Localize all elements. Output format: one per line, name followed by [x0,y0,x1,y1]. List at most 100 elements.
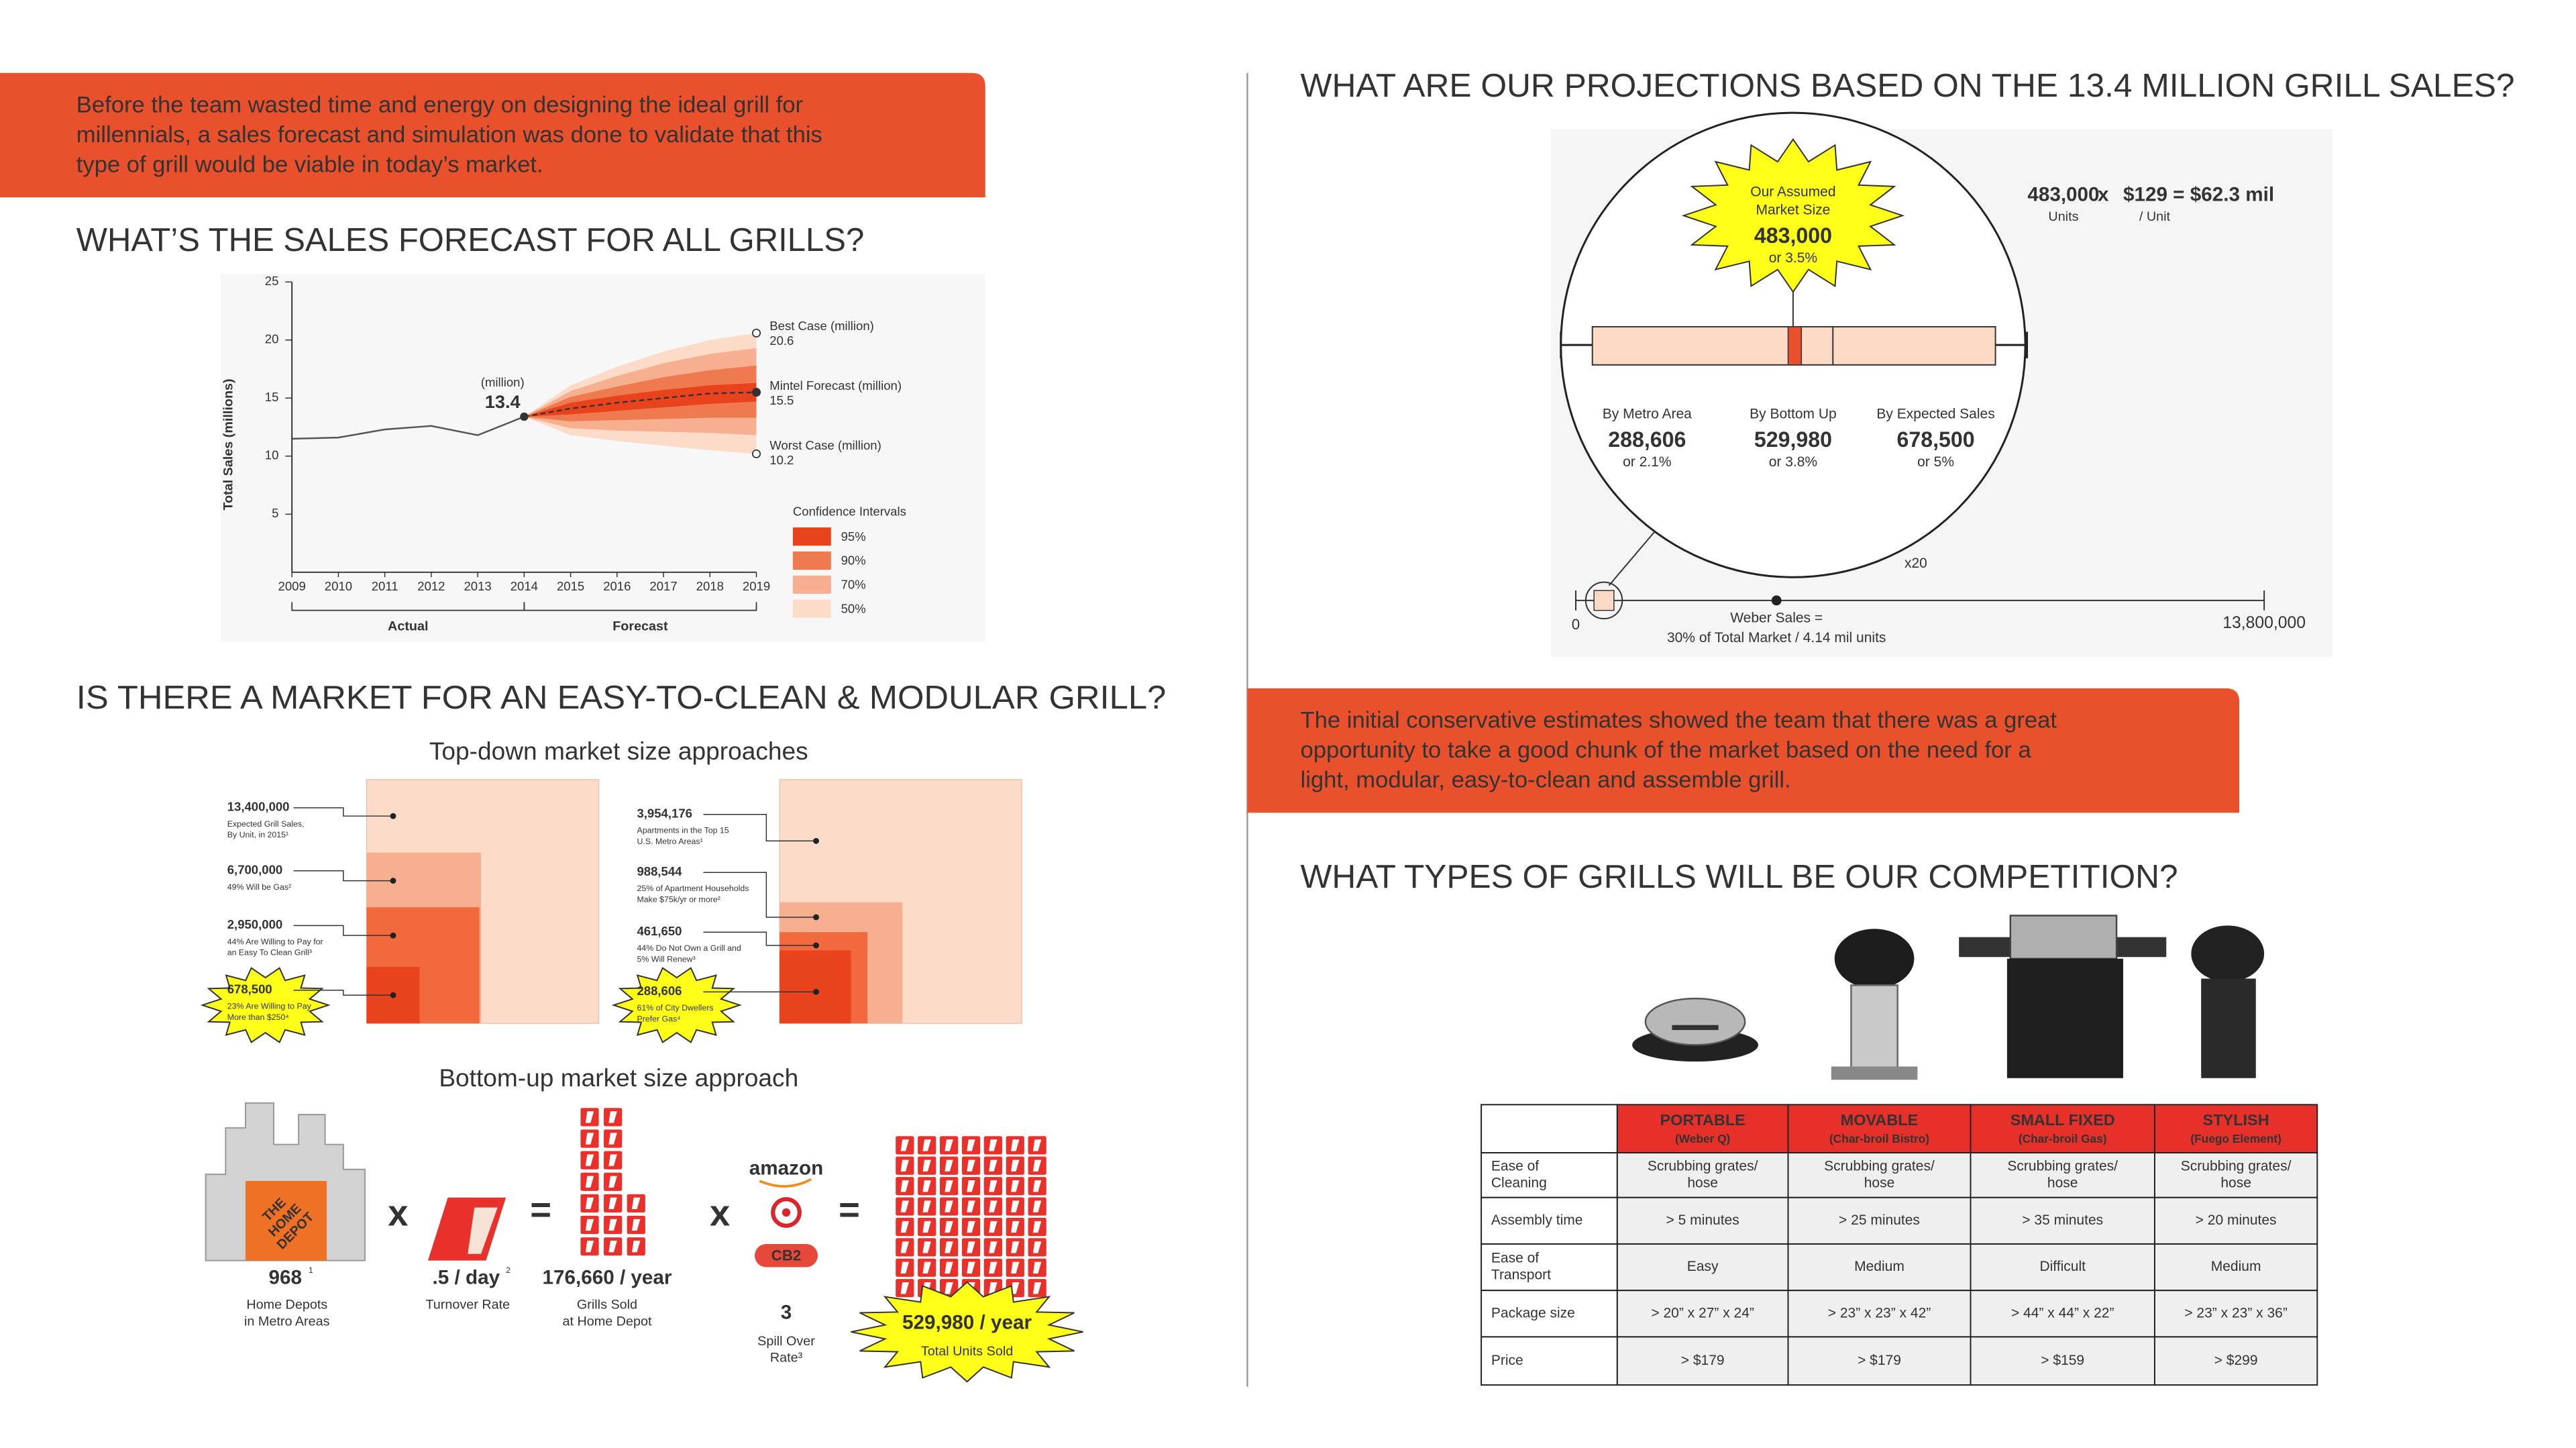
market-value: 988,544 [637,864,682,878]
bottom-up-value: .5 / day [433,1267,500,1289]
weber-label: Weber Sales = [1730,611,1823,626]
table-header-subtext: (Char-broil Gas) [2019,1132,2107,1145]
y-tick-label: 5 [272,506,278,520]
connector [703,813,816,842]
table-row-label: Transport [1491,1267,1551,1282]
table-cell-text: Scrubbing grates/ [1648,1159,1758,1174]
connector [293,990,394,996]
grill-icon-mark [945,1159,953,1172]
market-note: 44% Are Willing to Pay for [227,937,323,946]
grill-icon-mark [967,1159,975,1172]
bottom-up-label: Grills Sold [577,1298,637,1312]
market-note: By Unit, in 2015¹ [227,830,288,839]
table-row-label-cell [1481,1336,1618,1386]
estimate-value: 678,500 [1896,427,1974,452]
market-note: U.S. Metro Areas¹ [637,837,702,846]
callout-text: millennials, a sales forecast and simula… [76,122,822,148]
annotation: Best Case (million) [769,319,874,333]
table-cell-text: Easy [1687,1259,1719,1274]
series-line [524,391,757,418]
table-cell-text: > $179 [1681,1353,1725,1368]
market-value: 288,606 [637,984,682,998]
grill-icon-mark [585,1111,594,1123]
connector-dot [813,914,819,921]
legend-label: 70% [841,577,866,591]
table-header-text: MOVABLE [1841,1111,1919,1129]
bottom-up-label: at Home Depot [563,1314,652,1329]
market-note: More than $250⁴ [227,1013,289,1022]
callout-text: type of grill would be viable in today’s… [76,152,543,177]
table-cell [1970,1336,2155,1386]
grill-icon-mark [900,1180,910,1192]
x-tick-label: 2014 [511,579,538,593]
table-row-label-cell [1481,1290,1618,1338]
callout-text: The initial conservative estimates showe… [1301,707,2057,733]
callout-box [0,72,985,198]
amazon-smile [759,1178,812,1188]
callout-label: Our Assumed [1750,184,1835,199]
x-tick-label: 2015 [557,579,584,593]
operator: x [710,1192,730,1233]
x-tick-label: 2009 [278,579,306,593]
legend-swatch [792,599,831,618]
x-tick-label: 2019 [743,579,770,593]
grill-icon-mark [1032,1261,1042,1274]
axis-label: 0 [1572,616,1580,633]
estimate-label: By Expected Sales [1876,407,1994,422]
grill-icon-mark [900,1221,910,1233]
weber-label: 30% of Total Market / 4.14 mil units [1667,630,1886,645]
y-tick-label: 10 [265,448,279,462]
market-note: Expected Grill Sales, [227,819,305,829]
table-header-subtext: (Fuego Element) [2190,1132,2282,1145]
connector-dot [390,878,396,884]
grill-icon-mark [608,1133,617,1145]
table-cell-text: > $179 [1858,1353,1901,1368]
y-tick-label: 20 [265,332,279,346]
series-line [292,415,525,440]
grill-image [1644,997,1746,1046]
table-cell-text: > 20” x 27” x 24” [1651,1305,1754,1321]
y-tick-label: 15 [265,390,279,404]
grill-icon-mark [585,1176,594,1188]
grill-icon-mark [922,1200,931,1212]
grill-icon-mark [945,1200,953,1212]
table-cell-text: hose [1864,1175,1895,1190]
table-cell [1787,1152,1972,1198]
annotation-value: 13.4 [485,391,521,412]
x-tick-label: 2018 [696,579,724,593]
calc-value: 483,000 [2027,184,2099,206]
table-cell-text: > $159 [2041,1353,2084,1368]
grill-image [2201,978,2256,1078]
bottom-up-value: 176,660 / year [542,1267,672,1289]
table-cell [2153,1152,2318,1198]
end-point [751,388,761,397]
grill-icon-mark [1032,1139,1042,1151]
bottom-up-label: Home Depots [246,1298,327,1312]
market-value: 2,950,000 [227,917,282,931]
grill-icon-mark [922,1221,931,1233]
annotation: Worst Case (million) [769,438,881,452]
table-cell-text: > 20 minutes [2196,1212,2277,1228]
annotation-value: 15.5 [769,393,794,407]
grill-icon-mark [1011,1139,1020,1151]
table-header-text: STYLISH [2203,1111,2269,1129]
grill-icon-mark [922,1159,931,1172]
market-note: 44% Do Not Own a Grill and [637,943,741,953]
grill-icon-mark [900,1159,910,1172]
period-bracket [523,602,757,611]
table-cell [2153,1290,2318,1338]
turnover-icon [427,1197,506,1261]
market-value: 13,400,000 [227,800,290,814]
grill-icon-mark [967,1261,975,1274]
market-square [780,950,851,1024]
estimate-label: By Bottom Up [1750,407,1837,422]
grill-icon-mark [585,1154,594,1166]
legend-swatch [792,575,831,594]
legend-label: 95% [841,529,866,544]
table-row-label: Assembly time [1491,1212,1583,1228]
operator: = [839,1189,860,1230]
grill-icon-mark [1011,1261,1020,1274]
grill-icon-mark [1011,1282,1020,1294]
grill-icon-mark [1011,1241,1020,1253]
